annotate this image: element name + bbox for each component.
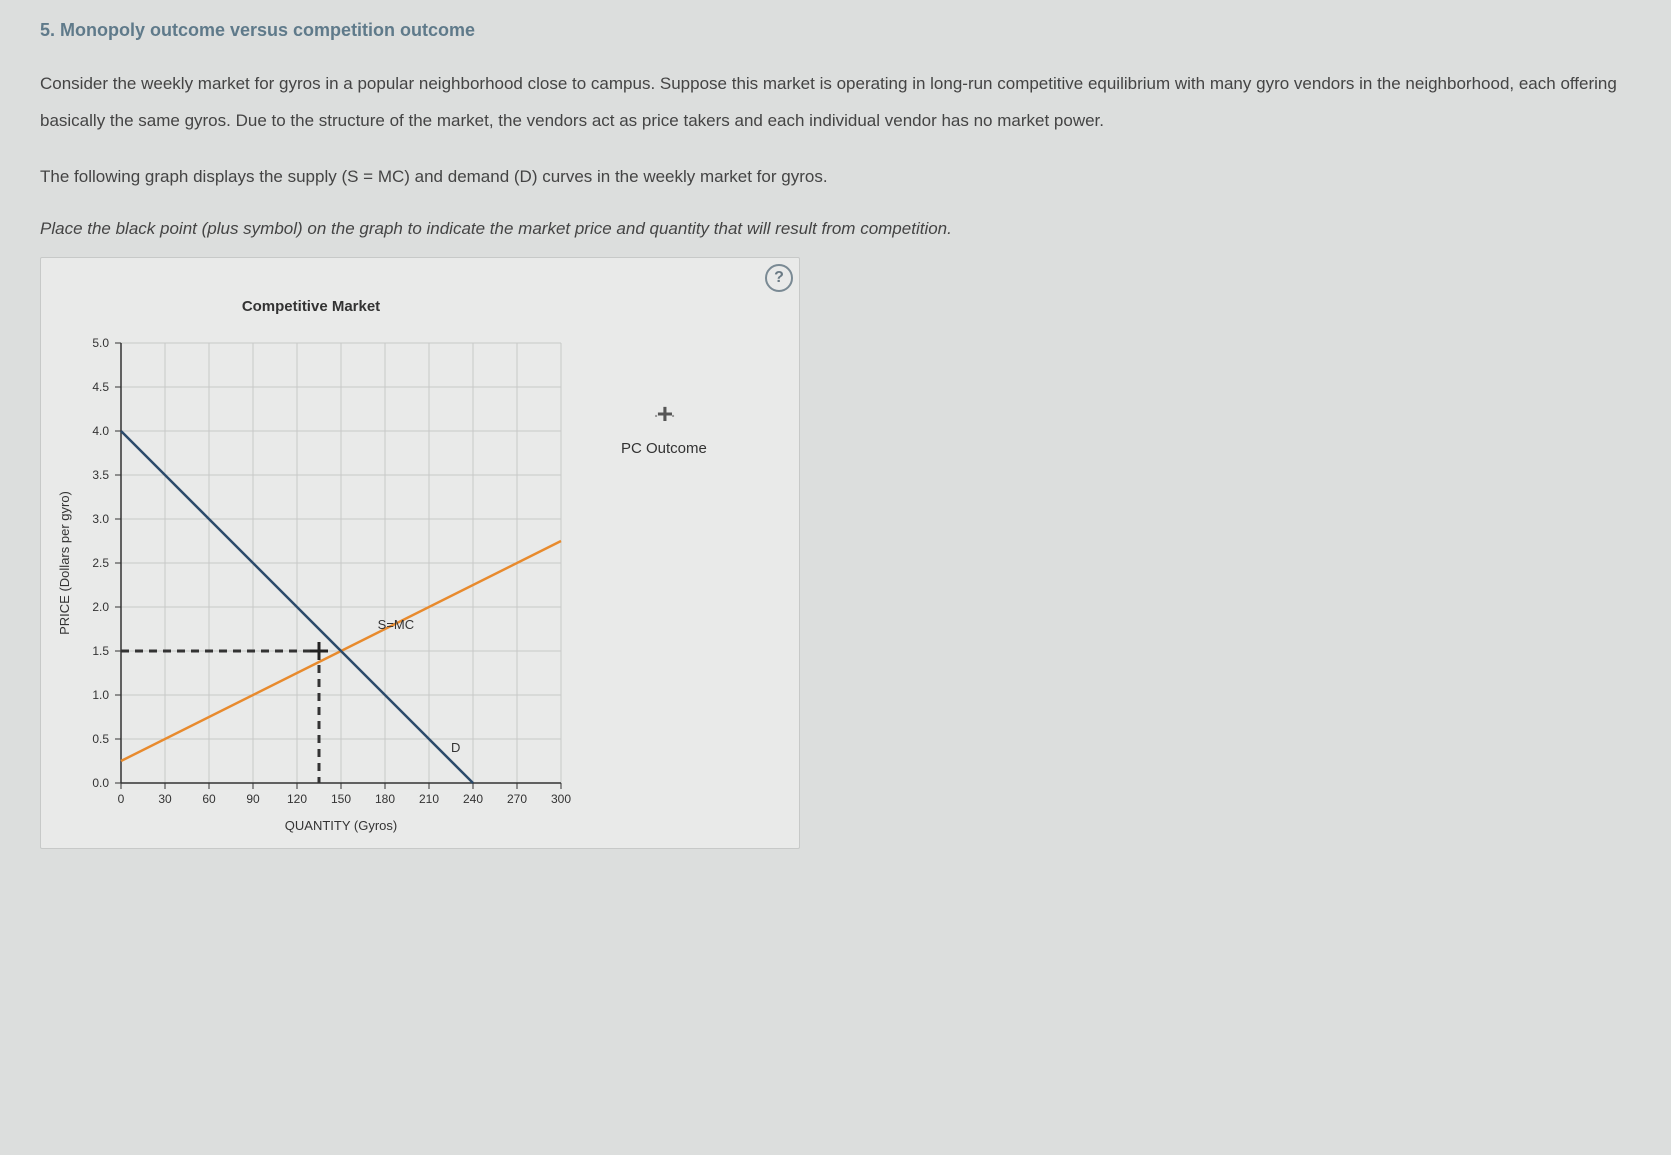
svg-text:180: 180 bbox=[375, 792, 395, 806]
competitive-market-chart[interactable]: 0 30 60 90 120 150 180 210 240 270 300 0.0 0.5 1.0 1.5… bbox=[51, 333, 571, 838]
svg-text:240: 240 bbox=[463, 792, 483, 806]
svg-text:270: 270 bbox=[507, 792, 527, 806]
svg-text:3.0: 3.0 bbox=[92, 512, 109, 526]
svg-text:1.0: 1.0 bbox=[92, 688, 109, 702]
svg-text:0: 0 bbox=[118, 792, 125, 806]
plus-icon: ·+· bbox=[621, 398, 707, 430]
intro-paragraph-1: Consider the weekly market for gyros in … bbox=[40, 65, 1631, 140]
svg-text:150: 150 bbox=[331, 792, 351, 806]
svg-text:4.0: 4.0 bbox=[92, 424, 109, 438]
svg-text:2.5: 2.5 bbox=[92, 556, 109, 570]
svg-text:0.0: 0.0 bbox=[92, 776, 109, 790]
legend-label: PC Outcome bbox=[621, 440, 707, 457]
legend[interactable]: ·+· PC Outcome bbox=[581, 258, 727, 848]
instruction-text: Place the black point (plus symbol) on t… bbox=[40, 219, 1631, 239]
help-button[interactable]: ? bbox=[765, 264, 793, 292]
svg-text:5.0: 5.0 bbox=[92, 336, 109, 350]
svg-text:90: 90 bbox=[246, 792, 260, 806]
svg-text:120: 120 bbox=[287, 792, 307, 806]
svg-text:1.5: 1.5 bbox=[92, 644, 109, 658]
chart-card: ? Competitive Market 0 30 60 90 120 150 180 210… bbox=[40, 257, 800, 849]
svg-text:4.5: 4.5 bbox=[92, 380, 109, 394]
chart-area[interactable]: Competitive Market 0 30 60 90 120 150 180 210 24… bbox=[41, 258, 581, 848]
intro-paragraph-2: The following graph displays the supply … bbox=[40, 158, 1631, 195]
svg-text:30: 30 bbox=[158, 792, 172, 806]
chart-title: Competitive Market bbox=[51, 298, 571, 315]
y-axis-label: PRICE (Dollars per gyro) bbox=[57, 491, 72, 635]
svg-text:210: 210 bbox=[419, 792, 439, 806]
page-title: 5. Monopoly outcome versus competition o… bbox=[40, 20, 1631, 41]
svg-text:2.0: 2.0 bbox=[92, 600, 109, 614]
x-axis-label: QUANTITY (Gyros) bbox=[285, 818, 397, 833]
supply-label: S=MC bbox=[378, 617, 414, 632]
svg-text:0.5: 0.5 bbox=[92, 732, 109, 746]
svg-text:3.5: 3.5 bbox=[92, 468, 109, 482]
demand-label: D bbox=[451, 740, 460, 755]
svg-text:300: 300 bbox=[551, 792, 571, 806]
svg-text:60: 60 bbox=[202, 792, 216, 806]
